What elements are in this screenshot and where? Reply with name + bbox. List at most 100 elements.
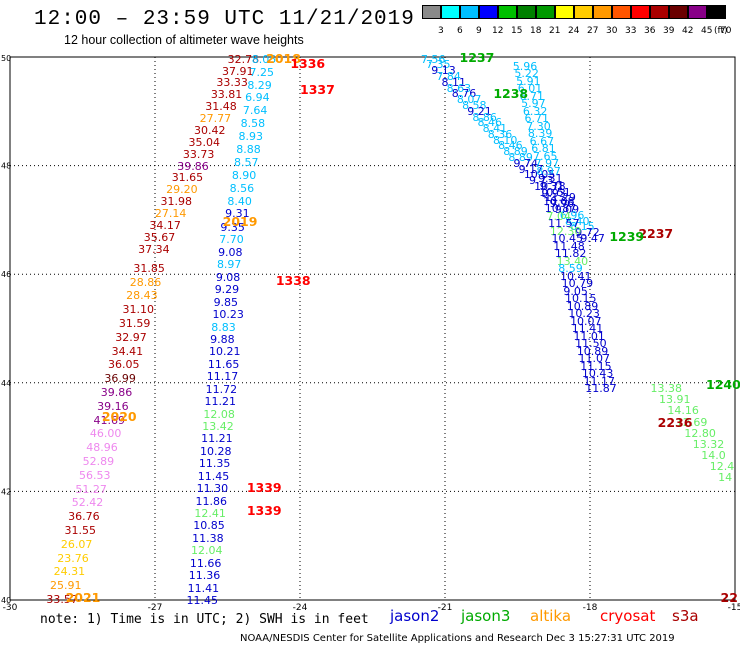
- wave-height-value: 9.93: [541, 187, 566, 201]
- legend-label: 39: [663, 26, 675, 36]
- wave-height-value: 10.23: [568, 307, 600, 321]
- legend-swatch: [631, 5, 650, 19]
- wave-height-value: 11.21: [201, 432, 233, 446]
- wave-height-value: 11.66: [189, 556, 222, 570]
- wave-height-value: 11.35: [198, 457, 231, 471]
- wave-height-value: 33.73: [182, 147, 215, 161]
- wave-height-value: 9.05: [563, 284, 588, 298]
- wave-height-value: 9.72: [575, 226, 600, 240]
- wave-height-value: 9.09: [554, 203, 580, 216]
- wave-height-value: 11.38: [192, 531, 224, 545]
- wave-height-value: 11.30: [196, 482, 229, 496]
- map-subtitle: 12 hour collection of altimeter wave hei…: [64, 33, 304, 47]
- legend-label: 3: [438, 26, 444, 36]
- wave-height-value: 52.42: [71, 496, 104, 510]
- wave-height-value: 9.13: [431, 64, 456, 78]
- wave-height-value: 8.63: [446, 81, 472, 95]
- plot-frame: [9, 56, 736, 601]
- wave-height-value: 7.70: [219, 233, 244, 247]
- wave-height-value: 12.08: [203, 407, 235, 421]
- pass-label: 1337: [300, 81, 335, 97]
- wave-height-value: 9.29: [214, 283, 240, 297]
- wave-height-value: 8.89: [503, 145, 528, 159]
- wave-height-value: 35.67: [143, 230, 176, 244]
- wave-height-value: 10.51: [539, 185, 571, 199]
- pass-label: 1240: [706, 376, 740, 392]
- wave-height-value: 5.22: [514, 67, 539, 81]
- legend-swatch: [479, 5, 498, 19]
- wave-height-value: 12.41: [194, 507, 226, 521]
- wave-height-value: 11.07: [578, 352, 611, 366]
- y-tick-label: 50: [1, 54, 11, 63]
- legend-label: 30: [606, 26, 618, 36]
- wave-height-value: 8.76: [451, 87, 477, 101]
- wave-height-value: 10.45: [551, 232, 584, 246]
- wave-height-value: 10.85: [193, 519, 225, 533]
- wave-height-value: 37.34: [138, 242, 170, 256]
- wave-height-value: 10.08: [543, 194, 575, 208]
- legend-swatch: [650, 5, 669, 19]
- wave-height-value: 10.89: [576, 344, 609, 358]
- wave-height-value: 31.98: [160, 195, 193, 209]
- wave-height-value: 10.23: [212, 308, 244, 322]
- x-tick-label: -15: [728, 603, 740, 613]
- wave-height-value: 11.45: [197, 469, 230, 483]
- wave-height-value: 8.97: [216, 258, 242, 272]
- wave-height-value: 7.25: [249, 65, 275, 79]
- wave-height-value: 6.71: [524, 112, 550, 126]
- pass-label: 1338: [275, 273, 311, 289]
- wave-height-value: 14: [718, 470, 733, 484]
- satellite-name-s3a: s3a: [672, 607, 699, 625]
- legend-swatch: [498, 5, 517, 19]
- wave-height-value: 13.40: [556, 254, 589, 268]
- y-tick-label: 42: [1, 487, 11, 496]
- legend-label: 36: [644, 26, 656, 36]
- wave-height-value: 8.05: [251, 52, 277, 66]
- wave-height-value: 8.88: [236, 142, 261, 156]
- satellite-name-jason2: jason2: [390, 607, 440, 625]
- wave-height-value: 11.17: [583, 374, 616, 388]
- wave-height-value: 39.86: [177, 159, 209, 173]
- pass-label: 1339: [246, 503, 282, 519]
- wave-height-value: 11.17: [206, 370, 239, 384]
- map-frame: [9, 56, 736, 601]
- wave-height-value: 8.58: [462, 98, 487, 112]
- satellite-name-jason3: jason3: [461, 607, 511, 625]
- wave-height-value: 9.73: [528, 174, 554, 188]
- y-tick-label: 40: [1, 596, 11, 605]
- pass-label: 2021: [65, 589, 101, 605]
- wave-height-value: 8.41: [482, 122, 508, 136]
- wave-height-value: 11.36: [188, 569, 221, 583]
- wave-height-value: 6.81: [531, 142, 556, 156]
- y-tick-label: 48: [1, 162, 11, 171]
- credit-line: NOAA/NESDIS Center for Satellite Applica…: [240, 633, 675, 644]
- pass-label: 2020: [101, 409, 137, 425]
- legend-label: 70: [720, 26, 732, 36]
- wave-height-value: 6.01: [517, 82, 543, 96]
- wave-height-value: 12.4: [709, 459, 735, 473]
- wave-height-value: 32.97: [115, 330, 147, 344]
- wave-height-value: 39.16: [97, 399, 129, 413]
- wave-height-value: 35.04: [188, 135, 220, 149]
- wave-height-value: 34.41: [111, 344, 144, 358]
- wave-height-value: 8.15: [570, 220, 595, 234]
- legend-swatch: [422, 5, 441, 19]
- legend-swatch: [536, 5, 555, 19]
- pass-label: 2019: [222, 213, 258, 229]
- wave-height-value: 27.77: [199, 112, 232, 126]
- wave-height-value: 11.86: [195, 494, 228, 508]
- legend-swatch: [517, 5, 536, 19]
- legend-swatch: [669, 5, 688, 19]
- legend-label: 27: [587, 26, 599, 36]
- legend-label: 9: [476, 26, 482, 36]
- wave-height-value: 37.91: [221, 64, 254, 78]
- pass-label: 2237: [638, 225, 674, 241]
- wave-height-value: 5.91: [516, 74, 541, 88]
- pass-label: 2018: [266, 50, 301, 66]
- wave-height-value: 9.08: [215, 270, 241, 284]
- wave-height-value: 8.58: [240, 117, 266, 131]
- wave-height-value: 10.87: [544, 202, 577, 216]
- wave-height-value: 33.33: [216, 76, 248, 90]
